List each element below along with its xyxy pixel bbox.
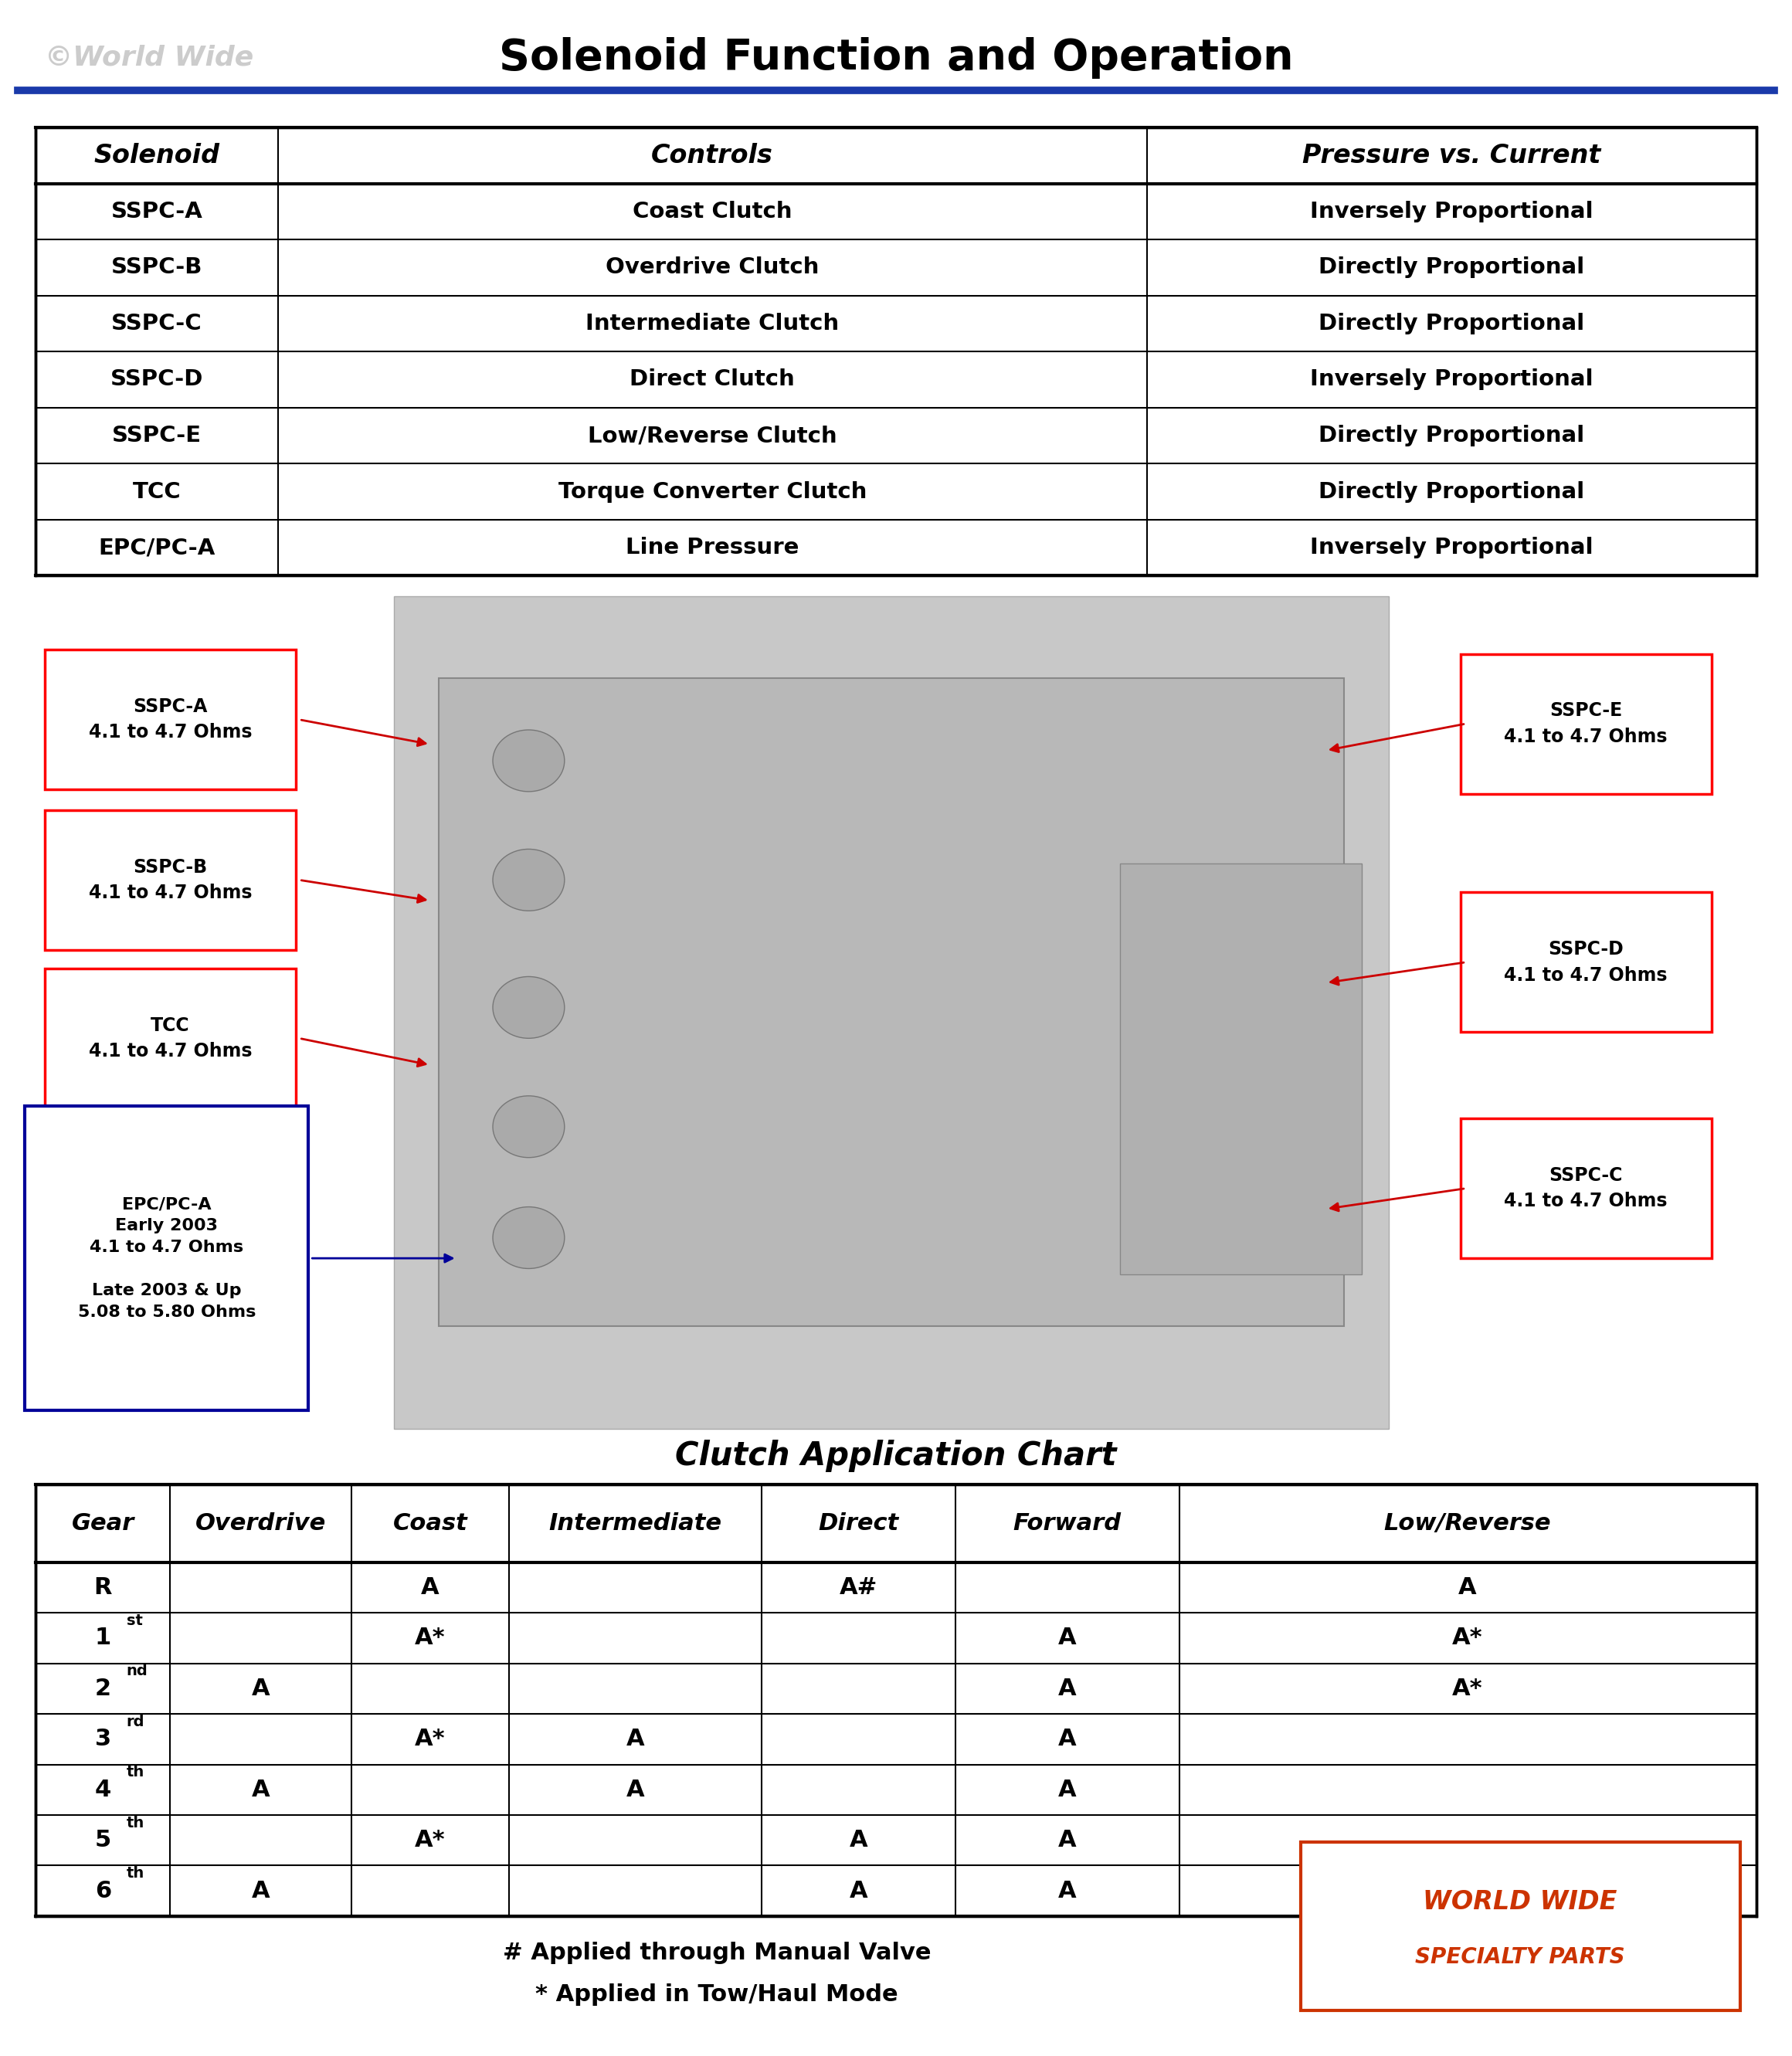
Text: nd: nd [125,1663,147,1678]
Text: Inversely Proportional: Inversely Proportional [1310,368,1593,391]
Text: Directly Proportional: Directly Proportional [1319,257,1584,278]
Text: TCC
4.1 to 4.7 Ohms: TCC 4.1 to 4.7 Ohms [88,1016,253,1061]
Text: Intermediate Clutch: Intermediate Clutch [586,313,839,335]
Text: A: A [251,1778,271,1801]
Text: Directly Proportional: Directly Proportional [1319,481,1584,502]
Text: SSPC-E: SSPC-E [111,426,202,446]
Bar [1120,864,1362,1275]
Text: Coast: Coast [392,1511,468,1534]
Text: 3: 3 [95,1727,111,1750]
Text: A: A [1057,1830,1077,1852]
Text: 6: 6 [95,1879,111,1902]
Text: A: A [421,1577,439,1600]
Text: Direct: Direct [819,1511,898,1534]
Text: SSPC-B
4.1 to 4.7 Ohms: SSPC-B 4.1 to 4.7 Ohms [88,857,253,903]
Text: ©World Wide: ©World Wide [45,45,253,70]
Text: 2: 2 [95,1678,111,1700]
Text: Direct Clutch: Direct Clutch [629,368,796,391]
Text: A: A [1459,1577,1477,1600]
Bar [36,127,1756,576]
Text: Coast Clutch: Coast Clutch [633,201,792,222]
Text: A*: A* [414,1626,446,1649]
Text: Forward: Forward [1012,1511,1122,1534]
Text: SSPC-D: SSPC-D [111,368,202,391]
Text: th: th [125,1764,145,1780]
Text: A: A [1057,1626,1077,1649]
Text: Low/Reverse Clutch: Low/Reverse Clutch [588,426,837,446]
Text: SSPC-D
4.1 to 4.7 Ohms: SSPC-D 4.1 to 4.7 Ohms [1503,940,1668,985]
Text: A*: A* [1452,1626,1484,1649]
Text: Controls: Controls [650,142,774,169]
Text: 4: 4 [95,1778,111,1801]
Text: Pressure vs. Current: Pressure vs. Current [1303,142,1600,169]
Text: # Applied through Manual Valve: # Applied through Manual Valve [502,1943,932,1963]
Text: Solenoid Function and Operation: Solenoid Function and Operation [498,37,1294,78]
Text: SSPC-E
4.1 to 4.7 Ohms: SSPC-E 4.1 to 4.7 Ohms [1503,701,1668,746]
Text: Torque Converter Clutch: Torque Converter Clutch [557,481,867,502]
Text: A: A [251,1678,271,1700]
Text: Inversely Proportional: Inversely Proportional [1310,201,1593,222]
Text: A#: A# [839,1577,878,1600]
Text: st: st [125,1614,142,1628]
Text: Clutch Application Chart: Clutch Application Chart [676,1439,1116,1472]
Bar [1460,892,1711,1032]
Text: 5: 5 [95,1830,111,1852]
Bar [45,968,296,1108]
Text: Overdrive Clutch: Overdrive Clutch [606,257,819,278]
Text: Gear: Gear [72,1511,134,1534]
Text: Low/Reverse: Low/Reverse [1383,1511,1552,1534]
Bar [439,678,1344,1326]
Text: SSPC-B: SSPC-B [111,257,202,278]
Ellipse shape [493,1207,564,1269]
Text: th: th [125,1815,145,1830]
Text: SSPC-C
4.1 to 4.7 Ohms: SSPC-C 4.1 to 4.7 Ohms [1503,1166,1668,1211]
Text: * Applied in Tow/Haul Mode: * Applied in Tow/Haul Mode [536,1984,898,2005]
Bar [1301,1842,1740,2011]
Text: rd: rd [125,1715,145,1729]
Ellipse shape [493,977,564,1038]
Text: A: A [251,1879,271,1902]
Text: Directly Proportional: Directly Proportional [1319,313,1584,335]
Text: A: A [1057,1879,1077,1902]
Text: Directly Proportional: Directly Proportional [1319,426,1584,446]
Bar [45,810,296,950]
Text: SSPC-A: SSPC-A [111,201,202,222]
Ellipse shape [493,730,564,792]
Text: A: A [625,1727,645,1750]
Bar [1460,1118,1711,1258]
Text: SSPC-A
4.1 to 4.7 Ohms: SSPC-A 4.1 to 4.7 Ohms [88,697,253,742]
Text: A*: A* [414,1727,446,1750]
Text: SSPC-C: SSPC-C [111,313,202,335]
Text: A: A [1057,1778,1077,1801]
Text: A: A [1057,1678,1077,1700]
Text: Intermediate: Intermediate [548,1511,722,1534]
Text: Solenoid: Solenoid [93,142,220,169]
Text: WORLD WIDE: WORLD WIDE [1423,1889,1616,1914]
Text: TCC: TCC [133,481,181,502]
Text: A: A [849,1830,867,1852]
Text: Overdrive: Overdrive [195,1511,326,1534]
Text: Line Pressure: Line Pressure [625,537,799,559]
Bar [394,596,1389,1429]
Bar [45,650,296,790]
Text: A: A [1057,1727,1077,1750]
Text: R: R [93,1577,113,1600]
Ellipse shape [493,1096,564,1158]
Bar [36,1484,1756,1916]
Text: EPC/PC-A
Early 2003
4.1 to 4.7 Ohms

Late 2003 & Up
5.08 to 5.80 Ohms: EPC/PC-A Early 2003 4.1 to 4.7 Ohms Late… [77,1197,256,1320]
Text: A: A [625,1778,645,1801]
Bar [25,1106,308,1410]
Text: A*: A* [414,1830,446,1852]
Text: A*: A* [1452,1678,1484,1700]
Text: th: th [125,1867,145,1881]
Text: 1: 1 [95,1626,111,1649]
Text: Inversely Proportional: Inversely Proportional [1310,537,1593,559]
Bar [1460,654,1711,794]
Text: A: A [849,1879,867,1902]
Text: EPC/PC-A: EPC/PC-A [99,537,215,559]
Text: SPECIALTY PARTS: SPECIALTY PARTS [1414,1947,1625,1968]
Ellipse shape [493,849,564,911]
